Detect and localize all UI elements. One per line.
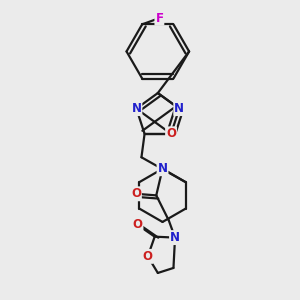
Text: O: O bbox=[133, 218, 142, 231]
Text: F: F bbox=[155, 12, 164, 25]
Text: N: N bbox=[174, 102, 184, 115]
Text: N: N bbox=[158, 162, 167, 175]
Text: N: N bbox=[131, 102, 141, 115]
Text: N: N bbox=[170, 231, 180, 244]
Text: O: O bbox=[166, 127, 176, 140]
Text: O: O bbox=[131, 187, 141, 200]
Text: O: O bbox=[143, 250, 153, 263]
